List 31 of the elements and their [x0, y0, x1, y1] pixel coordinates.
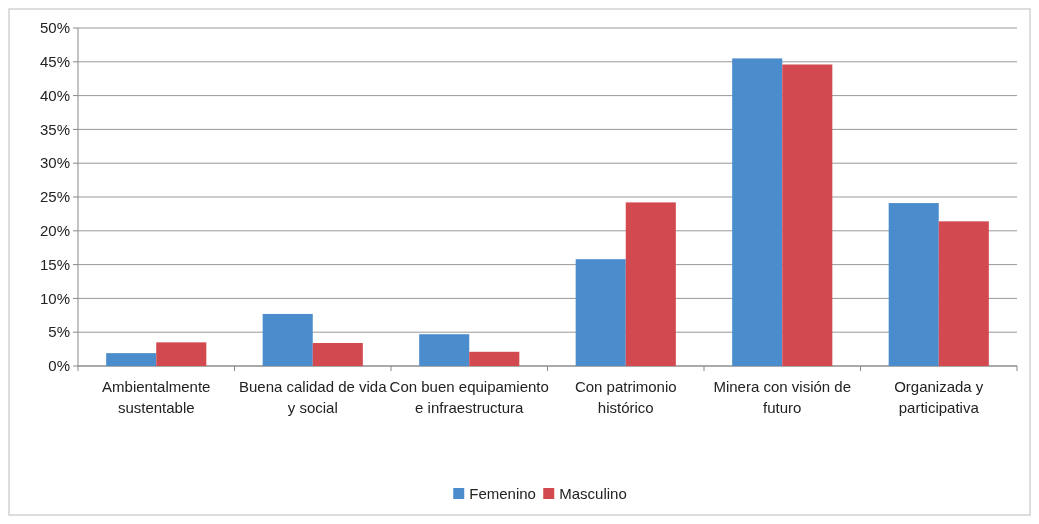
legend-label: Masculino: [559, 485, 627, 503]
y-tick-label: 25%: [39, 188, 70, 206]
y-tick-label: 35%: [39, 120, 70, 138]
bar: [156, 342, 207, 366]
bar: [106, 353, 157, 366]
y-tick-label: 50%: [39, 19, 70, 37]
bar: [732, 58, 783, 366]
bar: [782, 64, 833, 366]
y-tick-label: 40%: [39, 86, 70, 104]
y-tick-label: 0%: [48, 357, 70, 375]
x-tick-label: Con buen equipamiento e infraestructura: [389, 378, 549, 416]
x-tick-label: Con patrimonio histórico: [574, 378, 677, 416]
y-tick-label: 10%: [39, 289, 70, 307]
bar: [469, 351, 520, 366]
x-tick-label: Buena calidad de vida y social: [238, 378, 388, 416]
x-tick-label: Minera con visión de futuro: [713, 378, 852, 416]
legend-label: Femenino: [469, 485, 536, 503]
bar: [575, 259, 626, 366]
bar: [419, 334, 470, 366]
bar: [312, 343, 363, 366]
x-tick-label: Organizada y participativa: [894, 378, 984, 416]
bar: [938, 221, 989, 366]
bar: [262, 313, 313, 366]
y-tick-label: 30%: [39, 154, 70, 172]
x-tick-label: Ambientalmente sustentable: [102, 378, 211, 416]
y-tick-label: 15%: [39, 255, 70, 273]
bar: [625, 202, 676, 366]
y-tick-label: 45%: [39, 53, 70, 71]
y-tick-label: 5%: [48, 323, 70, 341]
bar: [888, 203, 939, 366]
y-tick-label: 20%: [39, 222, 70, 240]
